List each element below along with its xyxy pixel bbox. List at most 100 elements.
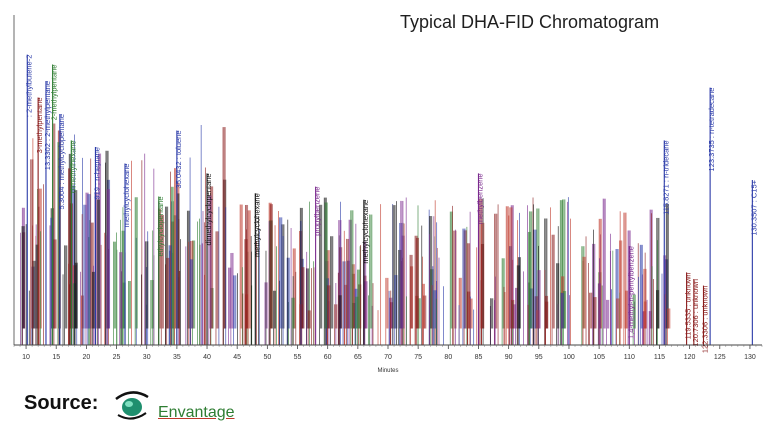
background-peak-label bbox=[210, 186, 214, 329]
background-peak-label bbox=[240, 204, 243, 329]
x-tick-label: 70 bbox=[384, 354, 392, 361]
background-peak-label bbox=[81, 295, 84, 329]
background-peak-label bbox=[598, 283, 601, 329]
background-peak-label bbox=[358, 269, 361, 329]
background-peak-label bbox=[617, 298, 620, 329]
background-peak-label bbox=[422, 283, 426, 329]
peak-label-2-0: 2-methylpentane bbox=[50, 65, 59, 121]
background-peak-label bbox=[39, 188, 42, 329]
peak-label-2-1: dimethylhexane bbox=[68, 140, 77, 193]
background-peak-label bbox=[106, 150, 109, 329]
background-peak-label bbox=[53, 123, 56, 329]
x-tick-label: 50 bbox=[263, 354, 271, 361]
background-peak-label bbox=[386, 277, 389, 329]
background-peak-label bbox=[537, 310, 540, 329]
background-peak-label bbox=[633, 294, 636, 329]
x-tick-label: 60 bbox=[324, 354, 332, 361]
x-axis-label: Minutes bbox=[377, 368, 398, 374]
background-peak-label bbox=[545, 295, 549, 329]
peak-label-1-2: 120.7306 : unknown bbox=[691, 279, 700, 347]
background-peak-label bbox=[459, 277, 462, 329]
source-label: Source: bbox=[24, 392, 99, 414]
background-peak-label bbox=[620, 240, 623, 329]
peak-label-0-0: : 2-methylbutene-2 bbox=[24, 55, 33, 118]
background-peak-label bbox=[603, 198, 606, 329]
background-peak-label bbox=[495, 213, 498, 329]
background-peak-label bbox=[122, 230, 125, 329]
background-peak-label bbox=[343, 261, 346, 329]
background-peak-label bbox=[625, 290, 629, 329]
x-axis: 10 15 20 25 30 35 40 45 50 55 60 65 70 75 80 85 90 95 100 1… bbox=[13, 15, 763, 374]
background-peak-label bbox=[560, 200, 563, 329]
background-peak-label bbox=[22, 226, 25, 329]
background-peak-label bbox=[563, 199, 566, 329]
background-peak-label bbox=[510, 207, 513, 329]
peak-label-3-1: methylbenzene bbox=[475, 173, 484, 224]
background-peak-label bbox=[410, 254, 413, 329]
background-peak-label bbox=[75, 190, 78, 329]
background-peak-label bbox=[339, 220, 342, 329]
background-peak-label bbox=[216, 231, 219, 329]
background-peak-label bbox=[450, 211, 453, 329]
envantage-link[interactable]: Envantage bbox=[158, 404, 235, 421]
background-peak-label bbox=[518, 257, 521, 329]
background-peak-label bbox=[190, 259, 194, 329]
background-peak-label bbox=[128, 281, 132, 329]
background-peak-label bbox=[402, 235, 405, 329]
background-peak-label bbox=[649, 311, 652, 329]
peak-label-3-2: 1,4-methyl-n-pentylbenzene bbox=[626, 246, 635, 339]
background-peak-label bbox=[491, 298, 494, 329]
background-peak-label bbox=[370, 214, 373, 329]
background-peak-label bbox=[270, 204, 273, 329]
background-peak-label bbox=[511, 205, 514, 329]
background-peak-label bbox=[292, 297, 295, 329]
background-peak-label bbox=[120, 252, 123, 329]
background-peak-label bbox=[416, 237, 420, 329]
peak-label-0-5: 35.0432 : toluene bbox=[174, 131, 183, 189]
background-peak-label bbox=[468, 291, 471, 329]
background-peak-label bbox=[530, 211, 533, 329]
background-peak-label bbox=[666, 203, 669, 329]
envantage-logo-icon bbox=[115, 391, 149, 420]
x-tick-label: 65 bbox=[354, 354, 362, 361]
background-peak-label bbox=[352, 264, 355, 329]
background-peak-label bbox=[151, 280, 154, 329]
peak-label-0-7: 123.3735 : n-tetradecane bbox=[707, 88, 716, 172]
background-peak-label bbox=[616, 249, 619, 329]
background-peak-label bbox=[365, 281, 368, 329]
x-tick-label: 115 bbox=[654, 354, 665, 361]
background-peak-label bbox=[607, 299, 610, 329]
background-peak-label bbox=[135, 197, 138, 329]
background-peak-label bbox=[31, 159, 34, 329]
peak-label-0-2: 5.3004 : methylcyclopentane bbox=[57, 114, 66, 209]
x-tick-label: 105 bbox=[593, 354, 605, 361]
x-tick-label: 90 bbox=[505, 354, 513, 361]
background-peak-label bbox=[65, 245, 68, 329]
background-peak-label bbox=[538, 270, 541, 329]
background-peak-label bbox=[265, 282, 268, 329]
background-peak-label bbox=[339, 295, 342, 329]
background-peak-label bbox=[280, 217, 283, 329]
background-peak-label bbox=[429, 216, 433, 329]
background-peak-label bbox=[624, 212, 627, 329]
background-peak-label bbox=[72, 185, 75, 329]
peak-label-4-0: dimethylcyclopentane bbox=[204, 173, 213, 245]
background-peak-label bbox=[302, 267, 305, 329]
background-peak-label bbox=[464, 230, 467, 329]
background-peak-label bbox=[552, 234, 555, 329]
background-peak-label bbox=[434, 290, 437, 329]
background-peak-label bbox=[325, 202, 328, 329]
background-peak-label bbox=[599, 218, 602, 329]
background-peak-label bbox=[192, 240, 196, 329]
background-peak-label bbox=[424, 295, 427, 329]
background-peak-label bbox=[209, 195, 212, 329]
x-tick-label: 100 bbox=[563, 354, 575, 361]
background-peak-label bbox=[68, 168, 72, 329]
background-peak-label bbox=[563, 291, 567, 329]
peak-label-0-4: methylcyclohexane bbox=[122, 164, 131, 228]
background-peak-label bbox=[54, 239, 57, 329]
labeled-peaks-layer: : 2-methylbutene-2 13.3302 : 2-methylpent… bbox=[24, 54, 758, 353]
background-peak-label bbox=[161, 214, 164, 329]
background-peak-label bbox=[657, 217, 660, 329]
background-peak-label bbox=[113, 241, 117, 329]
